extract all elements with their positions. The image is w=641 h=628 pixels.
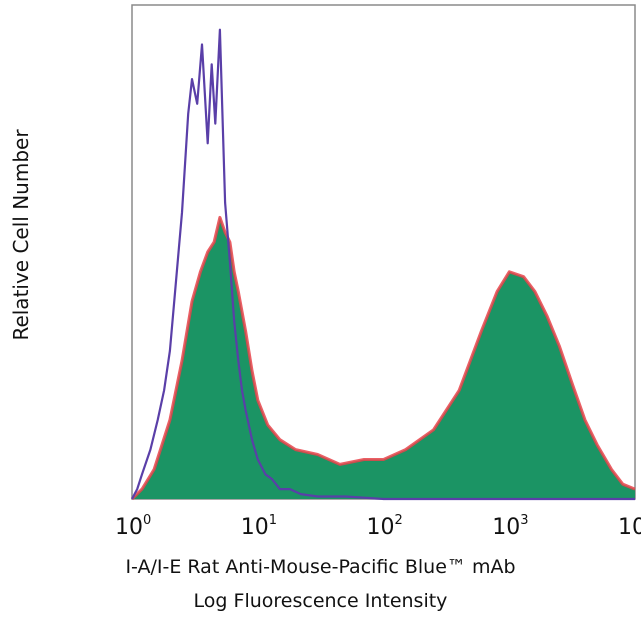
- x-tick-exponent: 1: [269, 513, 277, 528]
- x-tick-exponent: 0: [143, 513, 151, 528]
- x-tick-label: 10 3: [492, 513, 528, 540]
- isotype-control-line: [131, 28, 635, 501]
- x-tick-base: 10: [618, 515, 641, 540]
- x-tick-label: 10 1: [241, 513, 277, 540]
- x-tick-base: 10: [241, 515, 269, 540]
- x-tick-base: 10: [115, 515, 143, 540]
- x-tick-layer: 100101102103104: [115, 513, 641, 540]
- series-layer: [130, 28, 636, 501]
- x-tick-exponent: 3: [520, 513, 528, 528]
- stained-sample-area: [132, 217, 635, 499]
- x-tick-label: 10 2: [367, 513, 403, 540]
- x-axis-label-line2: Log Fluorescence Intensity: [193, 590, 448, 612]
- stained-sample-outline: [130, 215, 636, 501]
- x-tick-label: 10 0: [115, 513, 151, 540]
- x-tick-base: 10: [367, 515, 395, 540]
- x-tick-exponent: 2: [395, 513, 403, 528]
- x-axis-label-line1: I-A/I-E Rat Anti-Mouse-Pacific Blue™ mAb: [125, 556, 516, 578]
- x-tick-label: 104: [618, 515, 641, 540]
- x-tick-base: 10: [492, 515, 520, 540]
- y-axis-label: Relative Cell Number: [9, 129, 33, 341]
